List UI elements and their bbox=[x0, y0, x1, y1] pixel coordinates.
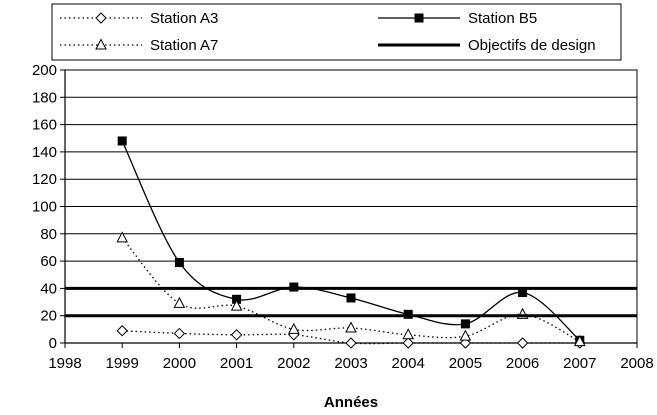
x-tick-label-1998: 1998 bbox=[48, 355, 81, 372]
point-station-b5-1999 bbox=[117, 136, 127, 146]
x-tick-label-2001: 2001 bbox=[220, 355, 253, 372]
point-station-a7-2000 bbox=[173, 296, 186, 308]
y-tick-label-160: 160 bbox=[32, 117, 57, 134]
point-station-a3-2006 bbox=[516, 337, 529, 349]
legend-marker-station-a7 bbox=[95, 38, 107, 50]
legend-label-station-b5: Station B5 bbox=[468, 10, 537, 27]
legend-item-station-a3: Station A3 bbox=[60, 10, 218, 27]
x-tick-label-2007: 2007 bbox=[563, 355, 596, 372]
series-layer bbox=[65, 136, 637, 349]
point-station-a3-2004 bbox=[402, 337, 414, 349]
x-tick-label-2008: 2008 bbox=[620, 355, 653, 372]
point-station-b5-2003 bbox=[346, 293, 356, 303]
point-station-a7-1999 bbox=[116, 231, 129, 243]
x-tick-label-2006: 2006 bbox=[506, 355, 539, 372]
x-tick-label-2003: 2003 bbox=[334, 355, 367, 372]
axis-ticks: 0 20 40 60 80 100 120 140 160 180 200 1998 1999 2000 2… bbox=[32, 62, 654, 372]
point-station-a7-2002 bbox=[287, 322, 300, 334]
point-station-a3-1999 bbox=[116, 325, 128, 337]
legend-marker-station-b5 bbox=[414, 13, 424, 23]
y-tick-label-180: 180 bbox=[32, 89, 57, 106]
legend-item-station-b5: Station B5 bbox=[378, 10, 537, 27]
legend-label-station-a3: Station A3 bbox=[150, 10, 218, 27]
point-station-b5-2000 bbox=[174, 257, 184, 267]
point-station-a3-2000 bbox=[173, 327, 186, 340]
y-tick-label-20: 20 bbox=[40, 308, 57, 325]
point-station-a7-2005 bbox=[459, 329, 472, 341]
point-station-a7-2007 bbox=[573, 335, 586, 347]
x-tick-label-1999: 1999 bbox=[106, 355, 139, 372]
point-station-a7-2003 bbox=[345, 321, 357, 333]
y-tick-label-100: 100 bbox=[32, 199, 57, 216]
x-tick-label-2000: 2000 bbox=[163, 355, 196, 372]
legend-label-objectifs-de-design: Objectifs de design bbox=[468, 37, 596, 54]
y-tick-label-0: 0 bbox=[49, 335, 57, 352]
point-station-a3-2001 bbox=[230, 329, 243, 341]
y-tick-label-140: 140 bbox=[32, 144, 57, 161]
x-tick-label-2005: 2005 bbox=[449, 355, 482, 372]
series-objectifs-de-design bbox=[65, 286, 637, 318]
y-tick-label-60: 60 bbox=[40, 253, 57, 270]
x-tick-label-2002: 2002 bbox=[277, 355, 310, 372]
legend-box bbox=[51, 3, 622, 61]
y-tick-label-40: 40 bbox=[40, 280, 57, 297]
y-tick-label-120: 120 bbox=[32, 171, 57, 188]
point-station-a3-2003 bbox=[345, 337, 357, 349]
point-station-a7-2004 bbox=[402, 328, 415, 340]
point-station-a7-2001 bbox=[230, 299, 243, 311]
legend-item-station-a7: Station A7 bbox=[60, 37, 218, 54]
legend-marker-station-a3 bbox=[95, 12, 107, 24]
legend: Station A3 Station B5 Station A7 Objectifs … bbox=[51, 3, 622, 61]
y-tick-label-200: 200 bbox=[32, 62, 57, 79]
x-axis-title: Années bbox=[324, 394, 378, 411]
point-station-b5-2005 bbox=[460, 319, 470, 329]
legend-label-station-a7: Station A7 bbox=[150, 37, 218, 54]
x-tick-label-2004: 2004 bbox=[392, 355, 425, 372]
y-tick-label-80: 80 bbox=[40, 226, 57, 243]
legend-item-objectifs-de-design: Objectifs de design bbox=[378, 37, 596, 54]
